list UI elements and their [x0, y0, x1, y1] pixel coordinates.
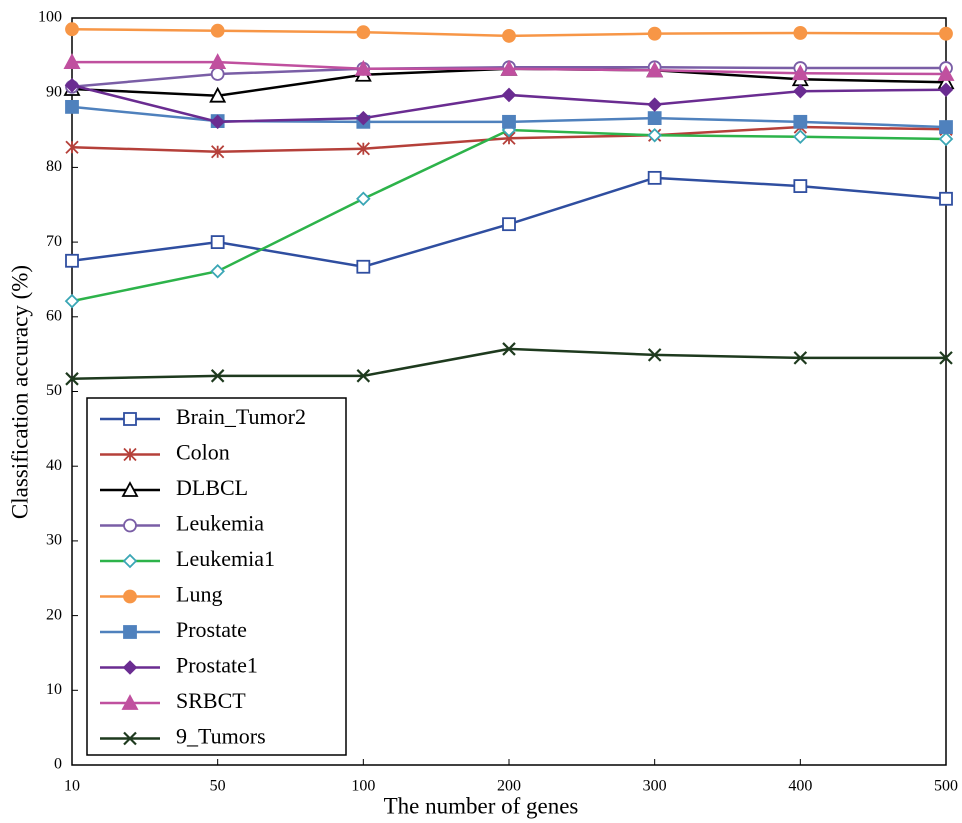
legend-marker — [123, 589, 137, 604]
data-point — [647, 128, 662, 143]
y-tick-label: 20 — [46, 606, 62, 623]
data-point — [210, 23, 225, 38]
data-point — [210, 235, 225, 250]
data-point — [939, 191, 953, 206]
data-point — [647, 111, 662, 125]
data-point — [65, 99, 79, 114]
y-tick-label: 10 — [46, 681, 62, 698]
legend-marker — [122, 553, 138, 569]
y-tick-label: 70 — [46, 233, 62, 250]
data-point — [939, 26, 953, 41]
data-point — [211, 145, 225, 159]
data-point — [647, 26, 662, 41]
x-tick-label: 300 — [643, 778, 667, 795]
data-point — [791, 64, 809, 81]
y-tick-label: 100 — [38, 9, 62, 26]
legend-label: Brain_Tumor2 — [176, 404, 306, 429]
y-axis-title: Classification accuracy (%) — [7, 265, 32, 519]
data-point — [356, 142, 370, 156]
legend-label: DLBCL — [176, 475, 248, 500]
data-point — [210, 263, 225, 279]
data-point — [939, 351, 953, 365]
data-point — [209, 53, 227, 69]
legend-marker — [121, 694, 139, 710]
data-point — [65, 253, 79, 268]
series-line — [71, 347, 946, 381]
legend-marker — [123, 518, 137, 533]
legend-marker — [123, 447, 137, 462]
data-point — [938, 131, 954, 147]
legend-label: Lung — [176, 582, 222, 607]
data-point — [356, 369, 371, 383]
legend-label: SRBCT — [176, 688, 246, 713]
data-point — [64, 77, 80, 93]
data-point — [356, 191, 371, 207]
x-tick-label: 500 — [934, 778, 958, 795]
data-point — [502, 29, 516, 43]
data-point — [502, 217, 516, 232]
legend-label: Leukemia1 — [176, 546, 275, 571]
data-point — [65, 140, 79, 154]
data-point — [356, 110, 371, 126]
y-tick-label: 60 — [46, 307, 62, 324]
data-point — [209, 86, 227, 103]
x-tick-label: 400 — [788, 778, 812, 795]
legend-marker — [123, 625, 137, 639]
data-point — [939, 120, 953, 134]
legend-marker — [121, 481, 139, 497]
data-point — [793, 26, 808, 40]
data-point — [647, 348, 662, 362]
data-point — [793, 129, 808, 145]
data-point — [793, 179, 808, 193]
data-point — [500, 59, 518, 76]
y-tick-label: 80 — [46, 158, 62, 175]
y-tick-label: 50 — [46, 382, 62, 399]
data-point — [646, 61, 664, 78]
data-point — [793, 351, 808, 365]
data-point — [937, 65, 955, 81]
data-point — [647, 97, 662, 112]
data-point — [65, 22, 79, 37]
legend-label: Colon — [176, 440, 230, 465]
series-line — [71, 128, 947, 303]
data-point — [501, 87, 517, 103]
legend-label: Prostate1 — [176, 653, 258, 678]
data-point — [63, 53, 81, 69]
legend-marker — [123, 731, 137, 746]
y-tick-label: 40 — [46, 457, 62, 474]
legend-marker — [123, 412, 137, 426]
data-point — [938, 82, 954, 97]
data-point — [210, 67, 225, 81]
y-tick-label: 0 — [54, 756, 62, 773]
data-point — [64, 293, 80, 309]
data-point — [65, 372, 79, 386]
data-point — [354, 59, 372, 76]
legend-label: Prostate — [176, 617, 247, 642]
data-point — [356, 259, 371, 274]
data-point — [647, 170, 662, 185]
legend-label: 9_Tumors — [176, 724, 266, 749]
data-point — [210, 369, 225, 383]
data-point — [502, 114, 516, 129]
data-point — [793, 114, 808, 129]
data-point — [793, 83, 808, 99]
x-tick-label: 10 — [64, 778, 80, 795]
x-tick-label: 200 — [497, 778, 521, 795]
data-point — [210, 114, 225, 130]
x-axis-title: The number of genes — [384, 793, 579, 818]
data-point — [502, 342, 516, 356]
legend-label: Leukemia — [176, 511, 264, 536]
y-tick-label: 90 — [46, 83, 62, 100]
data-point — [356, 25, 371, 40]
x-tick-label: 50 — [210, 778, 226, 795]
legend-marker — [122, 660, 138, 675]
y-tick-label: 30 — [46, 532, 62, 549]
x-tick-label: 100 — [351, 778, 375, 795]
